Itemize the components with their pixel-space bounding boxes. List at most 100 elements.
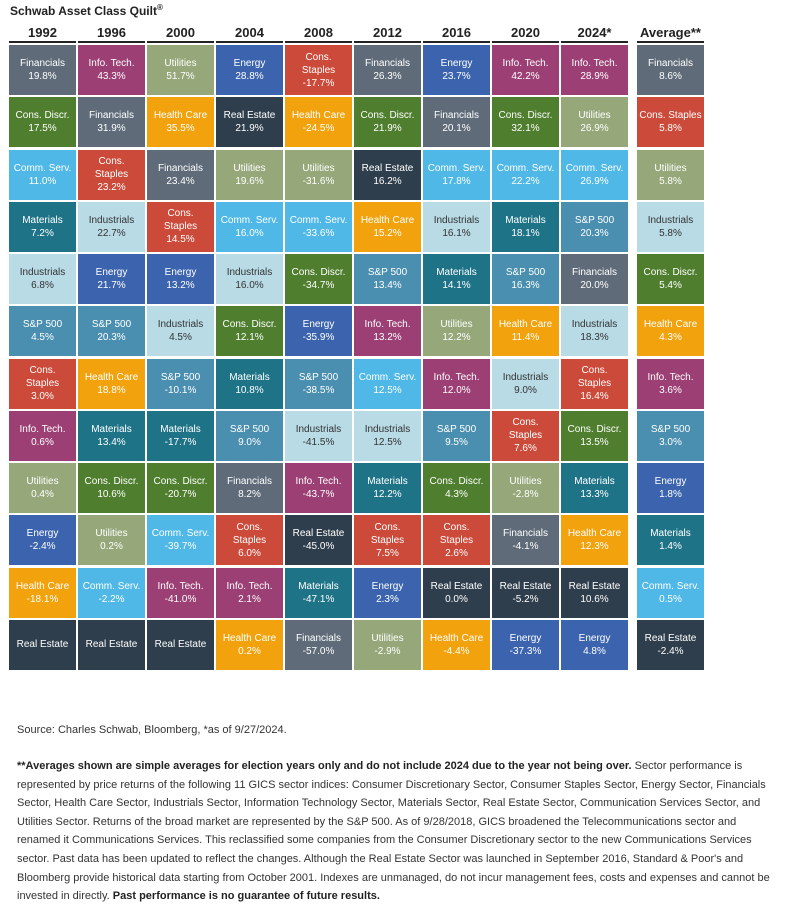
- cell-return-value: 1.8%: [659, 489, 682, 500]
- quilt-cell: S&P 500 9.0%: [216, 410, 283, 461]
- quilt-cell: Health Care 0.2%: [216, 619, 283, 670]
- cell-sector-label: S&P 500: [436, 423, 477, 435]
- quilt-cell: Materials -17.7%: [147, 410, 214, 461]
- quilt-cell: Health Care 12.3%: [561, 515, 628, 566]
- cell-sector-label: Staples: [163, 221, 198, 233]
- cell-return-value: 3.0%: [31, 391, 54, 402]
- cell-sector-label: Energy: [371, 580, 404, 592]
- cell-return-value: 22.2%: [511, 175, 540, 187]
- quilt-cell: Comm. Serv. -33.6%: [285, 201, 352, 252]
- quilt-cell: Industrials 18.3%: [561, 306, 628, 357]
- footnote-tail: Past performance is no guarantee of futu…: [112, 890, 380, 903]
- cell-return-value: -43.7%: [302, 489, 335, 500]
- cell-sector-label: Industrials: [88, 214, 135, 226]
- cell-sector-label: Real Estate: [16, 639, 69, 651]
- quilt-cell: Cons. Discr. -34.7%: [285, 254, 352, 304]
- cell-sector-label: Info. Tech.: [295, 476, 342, 487]
- cell-sector-label: Cons.: [581, 365, 608, 376]
- cell-return-value: 7.6%: [514, 443, 537, 455]
- cell-sector-label: S&P 500: [367, 267, 408, 278]
- cell-sector-label: Cons. Discr.: [360, 110, 415, 122]
- cell-sector-label: Real Estate: [430, 580, 483, 592]
- cell-return-value: 16.0%: [235, 280, 264, 291]
- cell-return-value: 26.9%: [580, 123, 609, 135]
- cell-sector-label: Cons.: [167, 208, 194, 220]
- cell-sector-label: Info. Tech.: [157, 580, 204, 592]
- column-header-rule: [423, 41, 490, 43]
- quilt-cell: Comm. Serv. 12.5%: [354, 358, 421, 409]
- quilt-cell: Energy 1.8%: [637, 463, 704, 513]
- cell-sector-label: Industrials: [502, 371, 549, 383]
- cell-return-value: 20.3%: [580, 227, 609, 239]
- cell-return-value: -39.7%: [164, 541, 197, 553]
- cell-sector-label: Materials: [436, 267, 477, 278]
- cell-sector-label: Cons. Discr.: [222, 319, 277, 331]
- quilt-cell: Energy 13.2%: [147, 254, 214, 304]
- quilt-cell: Financials 31.9%: [78, 97, 145, 148]
- quilt-cell: Cons. Discr. 12.1%: [216, 306, 283, 357]
- cell-return-value: 12.0%: [442, 384, 471, 396]
- cell-return-value: -2.2%: [98, 593, 125, 605]
- cell-return-value: 26.9%: [580, 175, 609, 187]
- cell-return-value: 9.0%: [514, 384, 537, 396]
- quilt-cell: Industrials -41.5%: [285, 410, 352, 461]
- cell-return-value: -2.9%: [374, 645, 401, 657]
- cell-return-value: -17.7%: [302, 77, 335, 89]
- cell-return-value: 17.8%: [442, 175, 471, 187]
- quilt-cell: Real Estate 16.2%: [354, 149, 421, 200]
- quilt-cell: Utilities 0.2%: [78, 515, 145, 566]
- cell-return-value: 43.3%: [97, 71, 126, 82]
- cell-return-value: -2.8%: [512, 489, 539, 500]
- cell-return-value: 0.2%: [100, 541, 123, 553]
- cell-sector-label: Health Care: [360, 214, 415, 226]
- quilt-cell: Energy -37.3%: [492, 619, 559, 670]
- cell-sector-label: Real Estate: [154, 639, 207, 651]
- cell-return-value: 11.0%: [28, 175, 57, 187]
- cell-sector-label: S&P 500: [298, 371, 339, 383]
- quilt-cell: Health Care 4.3%: [637, 306, 704, 357]
- quilt-cell: Financials 8.2%: [216, 463, 283, 513]
- cell-sector-label: S&P 500: [574, 214, 615, 226]
- cell-return-value: 42.2%: [511, 71, 540, 82]
- cell-return-value: 12.5%: [373, 384, 402, 396]
- cell-sector-label: Health Care: [15, 580, 70, 592]
- cell-return-value: -10.1%: [164, 384, 197, 396]
- quilt-cell: S&P 500 3.0%: [637, 410, 704, 461]
- quilt-cell: Financials 19.8%: [9, 45, 76, 95]
- cell-sector-label: Cons.: [236, 521, 263, 533]
- cell-return-value: -47.1%: [302, 593, 335, 605]
- quilt-cell: Financials 20.0%: [561, 254, 628, 304]
- quilt-cell: Cons. Discr. 10.6%: [78, 463, 145, 513]
- quilt-cell: Energy 21.7%: [78, 254, 145, 304]
- quilt-cell: Utilities 0.4%: [9, 463, 76, 513]
- cell-sector-label: Info. Tech.: [647, 371, 694, 383]
- cell-return-value: 17.5%: [28, 123, 57, 135]
- cell-sector-label: Energy: [509, 632, 542, 644]
- cell-sector-label: Real Estate: [499, 580, 552, 592]
- cell-sector-label: Industrials: [19, 267, 66, 278]
- cell-sector-label: Utilities: [654, 162, 687, 174]
- column-header-rule: [9, 41, 76, 43]
- cell-return-value: 28.8%: [235, 71, 264, 82]
- cell-sector-label: Staples: [94, 169, 129, 180]
- quilt-cell: Cons. Discr. 17.5%: [9, 97, 76, 148]
- cell-return-value: -38.5%: [302, 384, 335, 396]
- cell-sector-label: Financials: [647, 58, 694, 69]
- quilt-cell: Info. Tech. 2.1%: [216, 567, 283, 618]
- quilt-cell: Real Estate: [147, 619, 214, 670]
- cell-sector-label: Cons. Discr.: [643, 267, 698, 278]
- cell-return-value: 15.2%: [373, 227, 402, 239]
- quilt-cell: Comm. Serv. 16.0%: [216, 201, 283, 252]
- cell-sector-label: Cons. Discr.: [84, 476, 139, 487]
- cell-sector-label: Cons.: [98, 156, 125, 167]
- cell-return-value: -33.6%: [302, 227, 335, 239]
- cell-sector-label: Staples: [232, 534, 267, 546]
- quilt-cell: Energy 4.8%: [561, 619, 628, 670]
- cell-return-value: 21.9%: [235, 123, 264, 135]
- cell-sector-label: Utilities: [440, 319, 473, 331]
- cell-return-value: -4.4%: [443, 645, 470, 657]
- cell-sector-label: Utilities: [26, 476, 59, 487]
- cell-sector-label: Cons.: [305, 51, 332, 63]
- quilt-cell: S&P 500 13.4%: [354, 254, 421, 304]
- quilt-cell: Comm. Serv. -39.7%: [147, 515, 214, 566]
